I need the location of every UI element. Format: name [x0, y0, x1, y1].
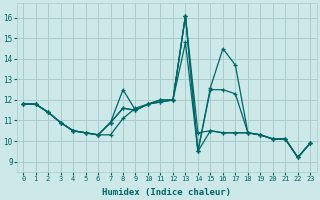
X-axis label: Humidex (Indice chaleur): Humidex (Indice chaleur): [102, 188, 231, 197]
